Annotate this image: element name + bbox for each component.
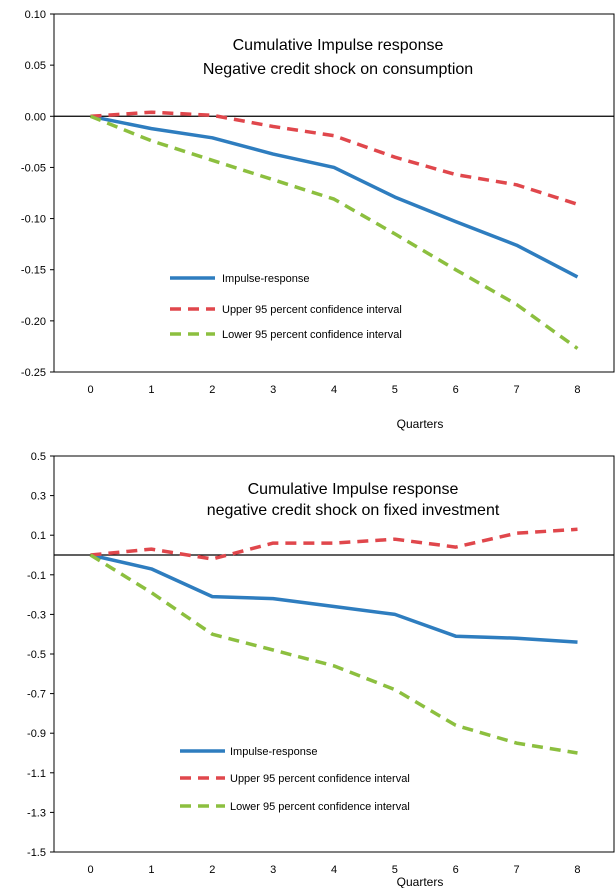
y-tick-label: -0.7: [27, 689, 46, 701]
x-tick-label: 2: [209, 384, 215, 396]
y-tick-label: 0.5: [31, 451, 46, 463]
plot-frame: [53, 13, 615, 373]
chart-2: 0.5 0.3 0.1 -0.1 -0.3 -0.5 -0.7 -0.9 -1.1 -1.3 -1.…: [27, 451, 615, 888]
chart-subtitle: Negative credit shock on consumption: [203, 61, 473, 78]
x-tick-label: 2: [209, 864, 215, 876]
legend-label: Lower 95 percent confidence interval: [222, 329, 402, 341]
x-tick-label: 3: [270, 384, 276, 396]
legend-label: Impulse-response: [222, 273, 309, 285]
x-tick-label: 8: [574, 864, 580, 876]
y-tick-label: 0.1: [31, 530, 46, 542]
x-axis-label: Quarters: [397, 875, 444, 888]
y-tick-label: -1.3: [27, 807, 46, 819]
x-tick-label: 0: [87, 384, 93, 396]
x-tick-label: 4: [331, 384, 337, 396]
series-line-2: [90, 527, 578, 561]
y-tick-label: -0.3: [27, 609, 46, 621]
x-tick-label: 7: [514, 864, 520, 876]
y-tick-label: 0.10: [25, 9, 46, 21]
series-line-2: [90, 110, 579, 206]
x-axis-label: Quarters: [397, 417, 444, 431]
legend-label: Impulse-response: [230, 746, 317, 758]
y-tick-label: -1.1: [27, 768, 46, 780]
x-tick-label: 6: [453, 384, 459, 396]
chart-title: Cumulative Impulse response: [233, 37, 444, 54]
y-tick-label: 0.05: [25, 60, 46, 72]
y-tick-label: -0.20: [21, 316, 46, 328]
legend-label: Lower 95 percent confidence interval: [230, 801, 410, 813]
y-tick-label: -0.10: [21, 214, 46, 226]
series-line-3: [89, 553, 578, 755]
chart-1: 0.10 0.05 0.00 -0.05 -0.10 -0.15 -0.20 -0.25 0 1 2…: [21, 9, 615, 431]
legend-label: Upper 95 percent confidence interval: [222, 304, 402, 316]
chart-subtitle: negative credit shock on fixed investmen…: [207, 502, 500, 519]
x-tick-label: 4: [331, 864, 337, 876]
x-tick-label: 7: [514, 384, 520, 396]
legend-label: Upper 95 percent confidence interval: [230, 773, 410, 785]
x-tick-label: 5: [392, 384, 398, 396]
y-tick-label: -0.05: [21, 162, 46, 174]
y-tick-label: -0.5: [27, 649, 46, 661]
y-tick-label: -0.9: [27, 728, 46, 740]
y-tick-label: -0.25: [21, 367, 46, 379]
x-tick-label: 1: [148, 864, 154, 876]
series-line-1: [90, 553, 578, 644]
x-tick-label: 3: [270, 864, 276, 876]
x-tick-label: 1: [148, 384, 154, 396]
y-tick-label: -0.15: [21, 265, 46, 277]
y-tick-label: -1.5: [27, 847, 46, 859]
x-tick-label: 5: [392, 864, 398, 876]
y-tick-label: -0.1: [27, 570, 46, 582]
y-tick-label: 0.3: [31, 491, 46, 503]
x-tick-label: 8: [574, 384, 580, 396]
chart-title: Cumulative Impulse response: [248, 481, 459, 498]
series-line-1: [90, 114, 579, 279]
series-line-3: [89, 114, 579, 350]
y-tick-label: 0.00: [25, 111, 46, 123]
x-tick-label: 6: [453, 864, 459, 876]
x-tick-label: 0: [87, 864, 93, 876]
